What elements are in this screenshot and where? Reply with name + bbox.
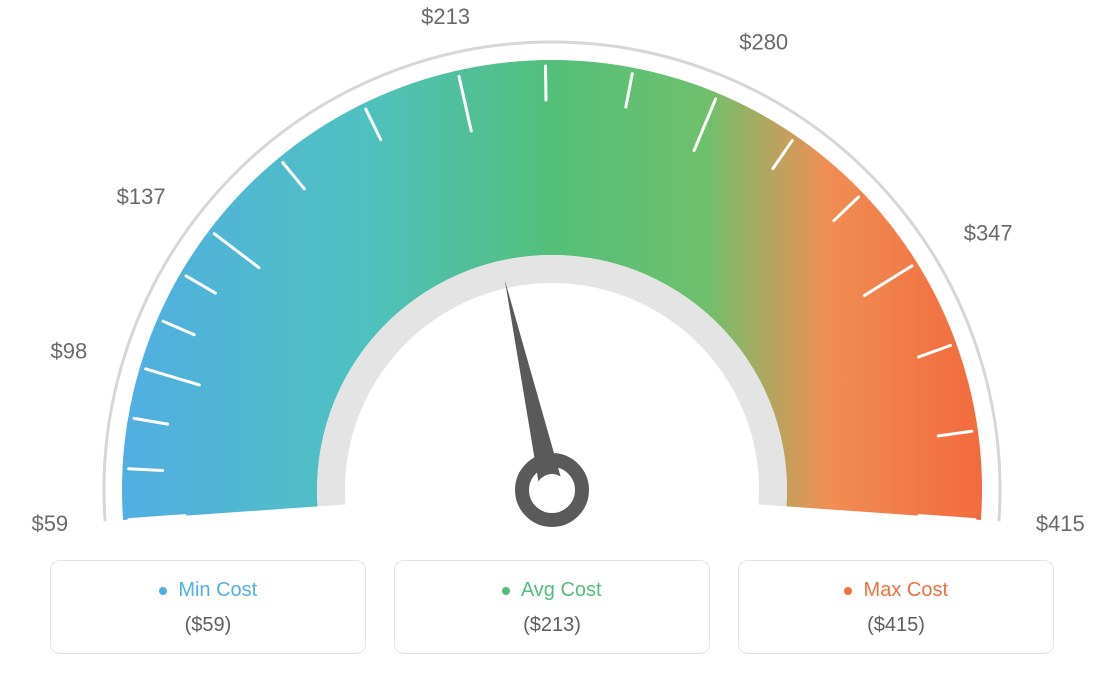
gauge-tick-label: $59 xyxy=(31,511,68,536)
legend-min-label: Min Cost xyxy=(178,579,257,601)
gauge-tick-label: $347 xyxy=(964,221,1013,246)
legend-max-value: ($415) xyxy=(749,614,1043,637)
legend-avg-title: Avg Cost xyxy=(405,579,699,602)
legend-min-value: ($59) xyxy=(61,614,355,637)
legend-max-label: Max Cost xyxy=(864,579,948,601)
legend-card-avg: Avg Cost ($213) xyxy=(394,560,710,654)
gauge-tick-label: $137 xyxy=(117,184,166,209)
cost-gauge: $59 $98 $137 $213 $280 $347 $415 xyxy=(0,0,1104,560)
gauge-tick-label: $213 xyxy=(421,4,470,29)
dot-icon xyxy=(844,587,852,595)
legend-avg-label: Avg Cost xyxy=(521,579,602,601)
legend-min-title: Min Cost xyxy=(61,579,355,602)
dot-icon xyxy=(159,587,167,595)
gauge-tick-label: $415 xyxy=(1036,511,1085,536)
gauge-tick-label: $98 xyxy=(50,338,87,363)
legend-card-max: Max Cost ($415) xyxy=(738,560,1054,654)
legend-row: Min Cost ($59) Avg Cost ($213) Max Cost … xyxy=(0,560,1104,654)
legend-card-min: Min Cost ($59) xyxy=(50,560,366,654)
gauge-tick-label: $280 xyxy=(739,30,788,55)
dot-icon xyxy=(502,587,510,595)
legend-max-title: Max Cost xyxy=(749,579,1043,602)
legend-avg-value: ($213) xyxy=(405,614,699,637)
